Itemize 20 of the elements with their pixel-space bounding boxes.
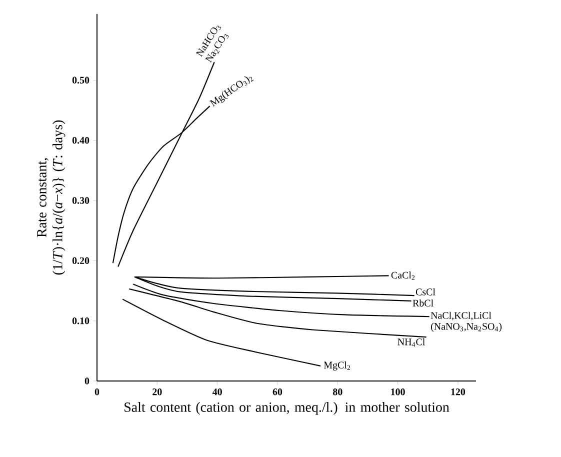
x-tick-label: 0 [94,388,100,396]
x-tick-label: 60 [272,388,282,396]
series-label: NaCl,KCl,LiCl (NaNO$_{3}$,Na$_{2}$SO$_{4}$) [430,312,502,332]
y-tick-label: 0.10 [72,317,90,324]
y-tick-label: 0 [84,378,90,384]
series-label: RbCl [412,299,434,306]
y-tick-label: 0.30 [72,197,90,204]
y-tick-label: 0.50 [72,76,90,84]
series-label: NH$_{4}$Cl [398,338,425,347]
x-axis-title: Salt content (cation or anion, meq./l.) in mother solution [124,402,450,415]
series-label: MgCl$_{2}$ [324,361,350,370]
x-tick-label: 100 [391,388,405,396]
x-tick-label: 120 [451,388,466,396]
x-tick-label: 80 [332,388,342,396]
series-label: CaCl$_{2}$ [391,272,415,280]
y-tick-label: 0.20 [72,257,90,264]
x-tick-label: 20 [152,388,162,396]
series-label: CsCl [416,288,436,296]
y-tick-label: 0.40 [72,136,90,144]
x-tick-label: 40 [212,388,222,396]
